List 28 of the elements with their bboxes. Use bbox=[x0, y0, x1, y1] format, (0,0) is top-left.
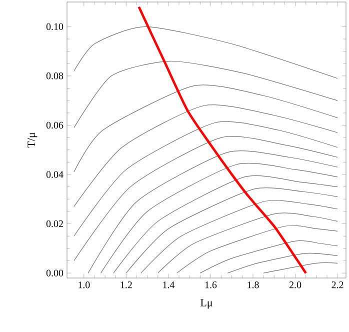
line-series bbox=[74, 104, 338, 207]
x-tick-label: 1.8 bbox=[248, 282, 259, 288]
line-series bbox=[176, 225, 338, 274]
x-tick-label: 1.6 bbox=[205, 282, 217, 288]
y-tick-label: 0.06 bbox=[46, 122, 64, 129]
line-series bbox=[74, 60, 338, 128]
y-tick-label: 0.00 bbox=[46, 270, 64, 276]
y-tick-label: 0.04 bbox=[46, 171, 64, 178]
y-tick-label: 0.08 bbox=[46, 72, 64, 80]
line-series bbox=[140, 200, 338, 274]
line-series bbox=[227, 252, 338, 274]
line-series bbox=[138, 6, 308, 274]
x-tick-label: 2.0 bbox=[289, 282, 302, 288]
line-series bbox=[158, 212, 338, 274]
x-tick-label: 1.2 bbox=[120, 282, 132, 288]
y-axis-title: T/μ bbox=[28, 132, 38, 148]
line-series bbox=[74, 84, 338, 172]
line-series bbox=[74, 136, 338, 262]
line-series bbox=[74, 121, 338, 236]
x-tick-label: 1.0 bbox=[78, 282, 90, 288]
x-tick-label: 1.4 bbox=[163, 282, 175, 288]
x-tick-label: 2.2 bbox=[332, 282, 344, 288]
x-axis-title: Lμ bbox=[200, 299, 212, 309]
y-tick-label: 0.10 bbox=[46, 23, 64, 30]
line-series bbox=[200, 240, 338, 274]
line-series bbox=[126, 188, 338, 274]
line-series bbox=[74, 26, 338, 79]
y-tick-label: 0.02 bbox=[46, 220, 63, 228]
